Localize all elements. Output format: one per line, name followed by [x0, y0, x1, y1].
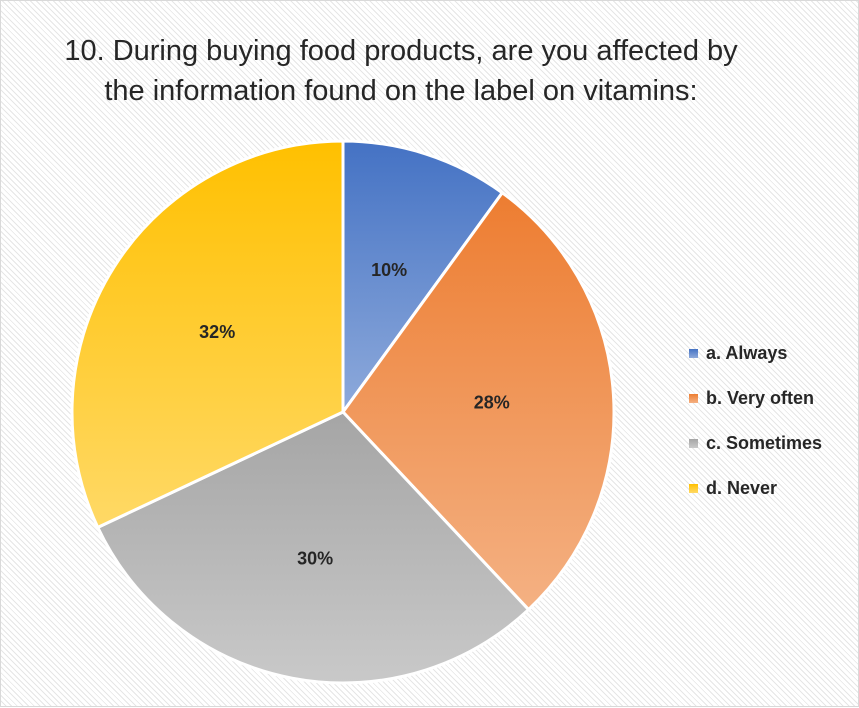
legend-swatch-d-never: [689, 484, 698, 493]
legend-label: d. Never: [706, 478, 778, 498]
data-label-c-sometimes: 30%: [297, 548, 333, 568]
legend-label: c. Sometimes: [706, 433, 823, 453]
pie-slice-b-very-often: [341, 191, 616, 612]
chart-title: 10. During buying food products, are you…: [64, 35, 738, 107]
legend-swatch-a-always: [689, 349, 698, 358]
pie-slice-d-never: [70, 139, 345, 529]
pie-slice-a-always: [341, 139, 504, 414]
pie-data-labels: 10% 28% 30% 32%: [199, 260, 510, 568]
data-label-a-always: 10%: [371, 260, 407, 280]
legend-item-c-sometimes: c. Sometimes: [689, 421, 822, 466]
legend-item-d-never: d. Never: [689, 466, 822, 511]
data-label-d-never: 32%: [199, 322, 235, 342]
data-label-b-very-often: 28%: [474, 393, 510, 413]
legend-item-b-very-often: b. Very often: [689, 376, 822, 421]
legend-label: b. Very often: [706, 388, 815, 408]
legend-item-a-always: a. Always: [689, 331, 822, 376]
legend: a. Always b. Very often c. Sometimes d. Nev…: [689, 331, 822, 511]
pie-slices: [70, 139, 616, 685]
pie-slice-c-sometimes: [96, 410, 531, 685]
legend-label: a. Always: [706, 343, 788, 363]
legend-swatch-c-sometimes: [689, 439, 698, 448]
legend-swatch-b-very-often: [689, 394, 698, 403]
